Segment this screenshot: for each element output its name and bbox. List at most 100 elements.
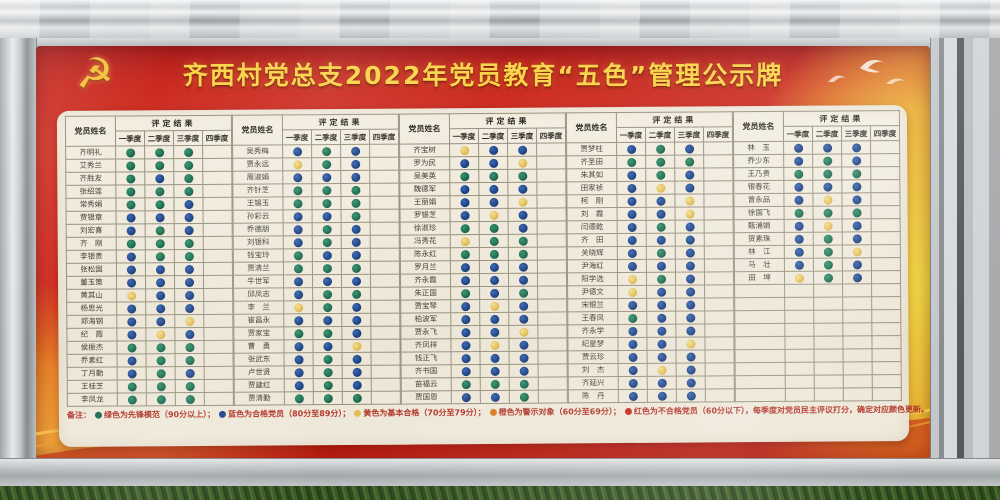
- quarter-result-cell: [450, 273, 480, 287]
- quarter-result-cell: [370, 313, 400, 327]
- quarter-result-cell: [203, 210, 233, 224]
- quarter-result-cell: [145, 288, 175, 302]
- status-dot-g: [489, 249, 499, 259]
- quarter-result-cell: [284, 391, 314, 405]
- table-row: 林 江: [734, 244, 901, 259]
- member-name-cell: 崔昌永: [233, 313, 284, 328]
- status-dot-b: [686, 378, 696, 388]
- status-dot-b: [126, 226, 136, 236]
- status-dot-g: [794, 208, 804, 218]
- status-dot-g: [460, 250, 470, 260]
- quarter-result-cell: [704, 206, 734, 220]
- status-dot-b: [627, 248, 637, 258]
- status-dot-b: [822, 143, 832, 153]
- quarter-result-cell: [479, 247, 509, 261]
- quarter-header: 三季度: [340, 129, 370, 145]
- member-name-cell: 陈 丹: [568, 389, 619, 403]
- table-body: 林 玉乔少东 王乃贵 银春花 曾永品 徐国飞 甄浦娟 贺素珠林 江马 壮田 坤: [733, 140, 902, 402]
- quarter-result-cell: [618, 389, 648, 403]
- member-name-cell: 张松国: [66, 263, 117, 277]
- status-dot-g: [793, 169, 803, 179]
- status-dot-y: [517, 197, 528, 207]
- member-name-cell: [735, 349, 786, 363]
- status-dot-b: [127, 356, 137, 366]
- status-dot-b: [822, 182, 832, 192]
- quarter-result-cell: [705, 349, 735, 363]
- table-row: 田家祯: [566, 180, 733, 195]
- status-dot-b: [351, 237, 361, 247]
- quarter-result-cell: [813, 283, 843, 298]
- status-dot-b: [489, 288, 499, 298]
- quarter-result-cell: [646, 220, 676, 234]
- quarter-result-cell: [507, 195, 538, 209]
- quarter-result-cell: [450, 208, 480, 222]
- table-header: 党员姓名 评定结果 一季度 二季度 三季度 四季度: [566, 111, 733, 143]
- quarter-result-cell: [509, 364, 539, 378]
- quarter-result-cell: [617, 207, 647, 221]
- status-dot-b: [292, 173, 302, 183]
- status-dot-g: [823, 234, 833, 244]
- status-dot-g: [125, 174, 135, 184]
- status-dot-y: [293, 303, 303, 313]
- table-row: 崔昌永: [233, 313, 400, 328]
- quarter-result-cell: [341, 300, 371, 314]
- quarter-result-cell: [342, 391, 372, 405]
- member-name-cell: 尹德文: [567, 285, 618, 299]
- status-dot-g: [322, 264, 332, 274]
- table-header: 党员姓名 评定结果 一季度 二季度 三季度 四季度: [733, 110, 900, 142]
- table-row: 邱凤志: [233, 287, 400, 302]
- status-dot-b: [627, 261, 637, 271]
- status-dot-g: [156, 382, 166, 392]
- quarter-result-cell: [146, 392, 176, 406]
- status-dot-b: [684, 183, 694, 193]
- quarter-result-cell: [341, 222, 371, 236]
- status-dot-b: [519, 366, 529, 376]
- quarter-result-cell: [145, 301, 175, 315]
- status-dot-b: [126, 317, 136, 327]
- status-dot-g: [518, 288, 528, 298]
- status-dot-b: [655, 196, 666, 206]
- table-row: 丁月勤: [67, 366, 234, 381]
- status-dot-b: [292, 147, 302, 157]
- status-dot-b: [184, 330, 194, 340]
- quarter-header: 二季度: [645, 127, 675, 143]
- status-dot-b: [155, 291, 165, 301]
- quarter-result-cell: [282, 170, 312, 184]
- result-column-header: 评定结果: [282, 114, 399, 130]
- table-row: 银春花: [733, 179, 900, 194]
- quarter-result-cell: [842, 322, 872, 336]
- status-dot-b: [794, 260, 804, 270]
- quarter-result-cell: [204, 379, 234, 393]
- status-dot-g: [293, 251, 303, 261]
- quarter-result-cell: [676, 388, 706, 403]
- quarter-result-cell: [871, 283, 901, 297]
- quarter-result-cell: [705, 388, 735, 402]
- status-dot-b: [126, 330, 136, 340]
- member-name-cell: [735, 388, 786, 402]
- quarter-result-cell: [783, 180, 813, 194]
- quarter-result-cell: [341, 235, 371, 249]
- quarter-result-cell: [283, 300, 313, 314]
- quarter-result-cell: [675, 284, 705, 299]
- status-dot-b: [126, 252, 136, 262]
- status-dot-b: [851, 182, 861, 192]
- quarter-result-cell: [812, 166, 842, 181]
- status-dot-b: [686, 391, 696, 401]
- status-dot-b: [794, 247, 804, 257]
- quarter-result-cell: [508, 273, 538, 287]
- quarter-result-cell: [676, 362, 706, 377]
- table-row: 阳学选: [567, 271, 734, 286]
- quarter-result-cell: [617, 311, 647, 325]
- quarter-result-cell: [450, 312, 480, 326]
- status-dot-b: [686, 352, 696, 362]
- quarter-result-cell: [783, 154, 813, 168]
- member-name-cell: 常秀娟: [65, 198, 117, 212]
- quarter-result-cell: [704, 336, 735, 350]
- status-dot-b: [794, 221, 804, 231]
- member-name-cell: 刘 霞: [567, 207, 618, 221]
- quarter-result-cell: [785, 349, 815, 363]
- quarter-result-cell: [871, 270, 901, 284]
- table-row: 贺素珠: [734, 231, 901, 246]
- status-dot-y: [657, 365, 667, 375]
- quarter-result-cell: [282, 196, 313, 210]
